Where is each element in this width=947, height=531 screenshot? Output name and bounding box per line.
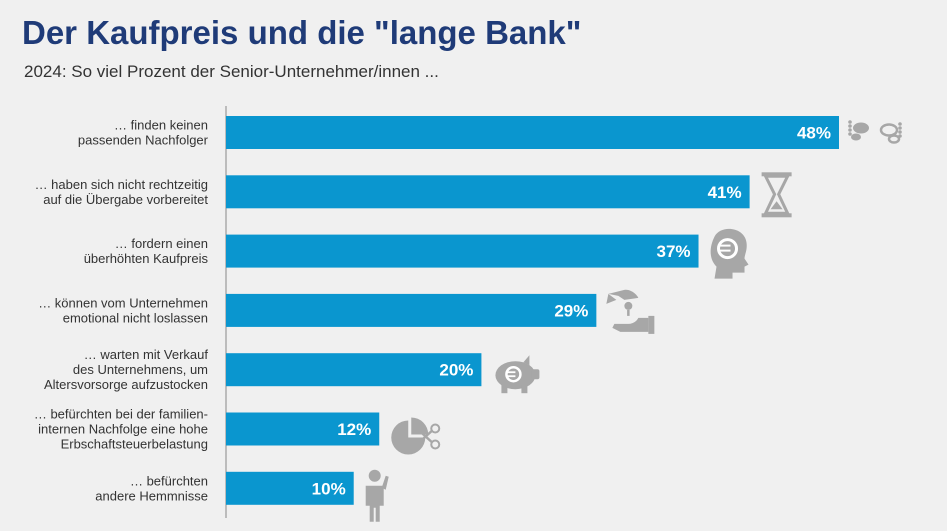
bar-6 [226,471,354,505]
thinking-person-icon [365,469,389,522]
category-label-line: des Unternehmens, um [73,362,208,377]
category-label-line: … finden keinen [114,118,208,133]
category-label-line: … warten mit Verkauf [84,347,209,362]
category-label-1: … haben sich nicht rechtzeitig auf die Üb… [35,177,209,207]
category-label-line: Erbschaftsteuerbelastung [61,437,208,452]
category-label-6: … befürchten andere Hemmnisse [95,473,208,503]
value-label-5: 12% [337,420,371,439]
euro-head-icon [710,228,749,279]
category-label-line: passenden Nachfolger [78,133,209,148]
value-label-2: 37% [656,242,690,261]
category-label-line: Altersvorsorge aufzustocken [44,377,208,392]
category-label-line: andere Hemmnisse [95,488,208,503]
bars-group: 48% … finden keinen passenden Nachfolger 41… [34,116,902,522]
category-label-line: … können vom Unternehmen [38,295,208,310]
bar-1 [226,175,750,209]
bar-4 [226,353,482,387]
footprints-icon [848,120,902,144]
value-label-3: 29% [554,301,588,320]
bar-3 [226,293,597,327]
category-label-line: … fordern einen [115,236,208,251]
hourglass-icon [761,172,792,218]
category-label-line: auf die Übergabe vorbereitet [43,192,208,207]
pie-scissors-icon [391,417,441,455]
chart-subtitle: 2024: So viel Prozent der Senior-Unterne… [24,62,439,81]
category-label-4: … warten mit Verkauf des Unternehmens, um… [44,347,208,392]
chart-title: Der Kaufpreis und die "lange Bank" [22,14,582,51]
category-label-line: … befürchten [130,473,208,488]
value-label-4: 20% [439,361,473,380]
bar-0 [226,116,839,149]
category-label-0: … finden keinen passenden Nachfolger [78,118,209,148]
giving-hands-icon [606,289,655,334]
value-label-6: 10% [312,479,346,498]
piggy-bank-icon [495,355,540,394]
value-label-0: 48% [797,124,831,143]
category-label-line: internen Nachfolge eine hohe [38,422,208,437]
value-label-1: 41% [708,183,742,202]
category-label-line: … haben sich nicht rechtzeitig [35,177,208,192]
category-label-3: … können vom Unternehmen emotional nicht … [38,295,208,325]
category-label-2: … fordern einen überhöhten Kaufpreis [84,236,209,266]
category-label-line: überhöhten Kaufpreis [84,251,209,266]
category-label-line: … befürchten bei der familien- [34,407,208,422]
category-label-5: … befürchten bei der familien-internen N… [34,407,208,452]
bar-5 [226,412,380,446]
bar-2 [226,234,699,268]
category-label-line: emotional nicht loslassen [63,310,208,325]
